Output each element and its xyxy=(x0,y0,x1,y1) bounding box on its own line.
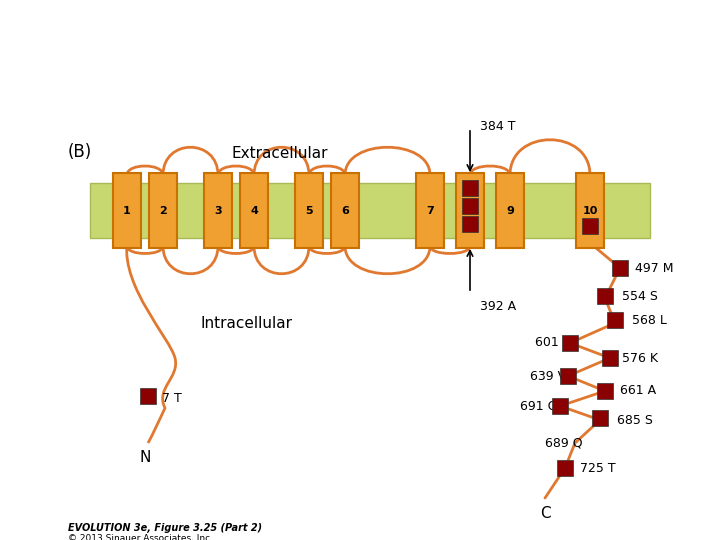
Text: 392 A: 392 A xyxy=(480,300,516,313)
Bar xyxy=(582,218,598,234)
Text: EVOLUTION 3e, Figure 3.25 (Part 2): EVOLUTION 3e, Figure 3.25 (Part 2) xyxy=(68,523,262,533)
Bar xyxy=(576,173,604,248)
Bar xyxy=(462,216,478,232)
Text: 6: 6 xyxy=(341,206,349,215)
Text: 725 T: 725 T xyxy=(580,462,616,475)
Text: Extracellular: Extracellular xyxy=(232,146,328,161)
Bar xyxy=(602,350,618,366)
Text: 568 L: 568 L xyxy=(632,314,667,327)
Bar xyxy=(331,173,359,248)
Text: Intracellular: Intracellular xyxy=(200,315,292,330)
Text: 689 Q: 689 Q xyxy=(545,436,582,449)
Text: 5: 5 xyxy=(305,206,312,215)
Bar xyxy=(552,398,568,414)
Bar xyxy=(557,460,573,476)
Bar xyxy=(456,173,484,248)
Text: 691 Q: 691 Q xyxy=(520,400,557,413)
Bar xyxy=(113,173,141,248)
Text: 9: 9 xyxy=(506,206,514,215)
Text: 7: 7 xyxy=(426,206,434,215)
Bar xyxy=(592,410,608,426)
Text: N: N xyxy=(139,450,150,465)
Bar xyxy=(90,183,650,238)
Bar xyxy=(597,383,613,399)
Text: 384 T: 384 T xyxy=(480,119,516,132)
Text: 3: 3 xyxy=(214,206,222,215)
Text: 554 S: 554 S xyxy=(622,289,658,302)
Text: Figure 3.25  Evidence of convergence of the prestin gene (Part 2): Figure 3.25 Evidence of convergence of t… xyxy=(6,7,459,21)
Bar xyxy=(240,173,268,248)
Bar xyxy=(462,180,478,196)
Text: 1: 1 xyxy=(123,206,131,215)
Bar xyxy=(562,335,578,351)
Text: 661 A: 661 A xyxy=(620,384,656,397)
Text: 497 M: 497 M xyxy=(635,261,673,274)
Text: C: C xyxy=(540,505,550,521)
Text: 639 V: 639 V xyxy=(530,369,566,382)
Bar xyxy=(416,173,444,248)
Text: (B): (B) xyxy=(68,143,92,161)
Bar xyxy=(597,288,613,304)
Text: 4: 4 xyxy=(250,206,258,215)
Text: © 2013 Sinauer Associates, Inc.: © 2013 Sinauer Associates, Inc. xyxy=(68,534,213,540)
Bar xyxy=(560,368,576,384)
Bar xyxy=(204,173,232,248)
Text: 7 T: 7 T xyxy=(162,392,181,404)
Bar xyxy=(295,173,323,248)
Text: 685 S: 685 S xyxy=(617,414,653,427)
Bar xyxy=(612,260,628,276)
Text: 601 A: 601 A xyxy=(535,336,571,349)
Bar xyxy=(496,173,524,248)
Text: 2: 2 xyxy=(159,206,167,215)
Text: 10: 10 xyxy=(582,206,598,215)
Bar xyxy=(140,388,156,404)
Text: 576 K: 576 K xyxy=(622,352,658,365)
Bar xyxy=(462,198,478,214)
Text: 8: 8 xyxy=(466,206,474,215)
Bar xyxy=(607,312,623,328)
Bar xyxy=(149,173,177,248)
